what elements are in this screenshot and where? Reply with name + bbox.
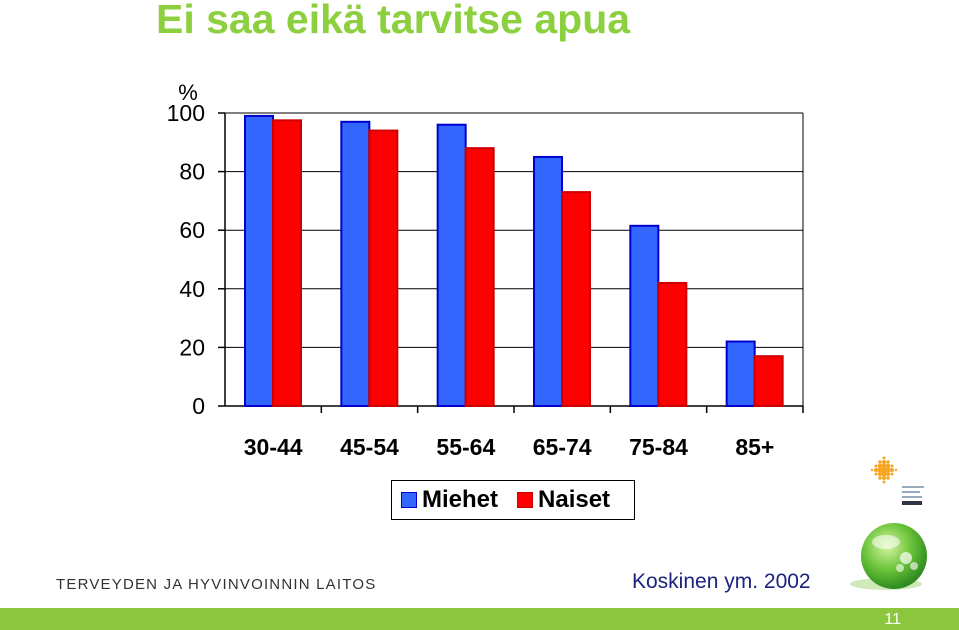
y-tick-label: 20 [179,334,205,360]
footer-bar [0,608,959,630]
bar-men-30-44 [244,114,274,408]
x-tick-label: 55-64 [436,434,495,460]
y-tick-label: 40 [179,276,205,302]
y-tick-label: 0 [192,393,205,419]
bar-women-85+ [753,355,784,408]
x-tick-label: 45-54 [340,434,399,460]
bar-men-65-74 [533,155,563,407]
bar-women-75-84 [657,281,688,407]
x-tick-label: 75-84 [629,434,688,460]
x-tick-label: 30-44 [244,434,303,460]
page-number: 11 [884,611,901,628]
y-tick-label: 60 [179,217,205,243]
y-axis-label: % [178,80,198,105]
x-tick-label: 65-74 [533,434,592,460]
bar-men-75-84 [629,224,660,407]
bar-women-30-44 [272,119,302,407]
bar-men-85+ [725,340,756,408]
chart-legend: Miehet Naiset [391,480,635,520]
slide-title: Ei saa eikä tarvitse apua [156,0,631,42]
legend-swatch-men [401,492,417,508]
bar-women-55-64 [464,147,495,407]
legend-swatch-women [517,492,534,508]
bar-men-45-54 [340,120,371,407]
organization-name: TERVEYDEN JA HYVINVOINNIN LAITOS [56,576,377,593]
legend-label-women: Naiset [538,486,611,513]
bar-chart: 0 20 40 60 80 100% 30-44 45-54 55-64 65-74 75-84 85… [167,80,804,460]
y-tick-label: 100 [167,100,205,126]
bar-women-65-74 [561,191,591,407]
terveys-2000-logo [870,456,924,505]
x-tick-label: 85+ [735,434,774,460]
bar-men-55-64 [436,123,467,407]
citation: Koskinen ym. 2002 [632,570,811,593]
bar-women-45-54 [368,129,399,408]
y-tick-label: 80 [179,159,205,185]
legend-label-men: Miehet [422,486,499,513]
globe-logo [850,523,927,590]
